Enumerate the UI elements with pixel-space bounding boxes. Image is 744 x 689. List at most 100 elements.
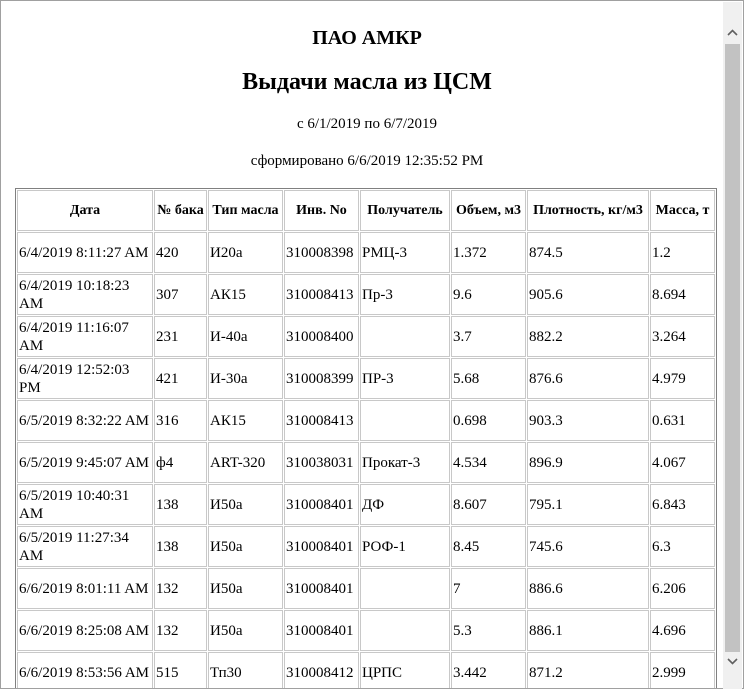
cell-mass: 3.264 bbox=[650, 316, 715, 357]
cell-tank: ф4 bbox=[154, 442, 207, 483]
chevron-up-icon[interactable] bbox=[723, 22, 742, 42]
cell-volume: 7 bbox=[451, 568, 526, 609]
cell-oil-type: И-30а bbox=[208, 358, 283, 399]
vertical-scrollbar[interactable] bbox=[723, 2, 742, 689]
cell-mass: 1.2 bbox=[650, 232, 715, 273]
cell-inv-no: 310008400 bbox=[284, 316, 359, 357]
cell-recipient: ЦРПС bbox=[360, 652, 450, 688]
cell-recipient bbox=[360, 610, 450, 651]
report-generated-timestamp: сформировано 6/6/2019 12:35:52 PM bbox=[250, 153, 484, 169]
cell-density: 871.2 bbox=[527, 652, 649, 688]
cell-density: 886.6 bbox=[527, 568, 649, 609]
report-period: с 6/1/2019 по 6/7/2019 bbox=[296, 116, 438, 132]
cell-recipient: Прокат-3 bbox=[360, 442, 450, 483]
cell-recipient: РОФ-1 bbox=[360, 526, 450, 567]
cell-recipient: РМЦ-3 bbox=[360, 232, 450, 273]
cell-inv-no: 310008399 bbox=[284, 358, 359, 399]
cell-tank: 231 bbox=[154, 316, 207, 357]
cell-mass: 6.3 bbox=[650, 526, 715, 567]
cell-date: 6/4/2019 10:18:23 AM bbox=[17, 274, 153, 315]
column-header-tank: № бака bbox=[154, 190, 207, 231]
cell-tank: 515 bbox=[154, 652, 207, 688]
cell-oil-type: И20а bbox=[208, 232, 283, 273]
cell-date: 6/4/2019 11:16:07 AM bbox=[17, 316, 153, 357]
cell-inv-no: 310008412 bbox=[284, 652, 359, 688]
cell-recipient bbox=[360, 316, 450, 357]
cell-oil-type: Тп30 bbox=[208, 652, 283, 688]
cell-date: 6/4/2019 12:52:03 PM bbox=[17, 358, 153, 399]
cell-oil-type: ART-320 bbox=[208, 442, 283, 483]
cell-mass: 4.067 bbox=[650, 442, 715, 483]
cell-date: 6/6/2019 8:25:08 AM bbox=[17, 610, 153, 651]
chevron-down-icon[interactable] bbox=[723, 651, 742, 671]
cell-recipient: Пр-3 bbox=[360, 274, 450, 315]
cell-volume: 0.698 bbox=[451, 400, 526, 441]
cell-mass: 6.206 bbox=[650, 568, 715, 609]
cell-oil-type: И-40а bbox=[208, 316, 283, 357]
cell-date: 6/5/2019 9:45:07 AM bbox=[17, 442, 153, 483]
cell-inv-no: 310008401 bbox=[284, 484, 359, 525]
company-name: ПАО АМКР bbox=[312, 27, 422, 49]
cell-tank: 138 bbox=[154, 526, 207, 567]
cell-oil-type: АК15 bbox=[208, 400, 283, 441]
cell-tank: 132 bbox=[154, 610, 207, 651]
cell-volume: 5.3 bbox=[451, 610, 526, 651]
cell-date: 6/5/2019 10:40:31 AM bbox=[17, 484, 153, 525]
oil-issue-table: Дата № бака Тип масла Инв. No Получатель… bbox=[15, 188, 717, 688]
cell-date: 6/6/2019 8:53:56 AM bbox=[17, 652, 153, 688]
table-header-row: Дата № бака Тип масла Инв. No Получатель… bbox=[17, 190, 715, 231]
cell-tank: 421 bbox=[154, 358, 207, 399]
cell-tank: 307 bbox=[154, 274, 207, 315]
cell-recipient: ПР-3 bbox=[360, 358, 450, 399]
cell-inv-no: 310008401 bbox=[284, 568, 359, 609]
cell-oil-type: И50а bbox=[208, 484, 283, 525]
cell-density: 876.6 bbox=[527, 358, 649, 399]
column-header-density: Плотность, кг/м3 bbox=[527, 190, 649, 231]
cell-tank: 420 bbox=[154, 232, 207, 273]
cell-volume: 8.45 bbox=[451, 526, 526, 567]
cell-oil-type: И50а bbox=[208, 526, 283, 567]
cell-density: 903.3 bbox=[527, 400, 649, 441]
cell-inv-no: 310008401 bbox=[284, 526, 359, 567]
column-header-oil-type: Тип масла bbox=[208, 190, 283, 231]
table-row: 6/5/2019 8:32:22 AM 316 АК15 310008413 0.698… bbox=[17, 400, 715, 441]
column-header-date: Дата bbox=[17, 190, 153, 231]
table-row: 6/5/2019 10:40:31 AM 138 И50а 310008401 ДФ 8.… bbox=[17, 484, 715, 525]
cell-volume: 9.6 bbox=[451, 274, 526, 315]
report-title: Выдачи масла из ЦСМ bbox=[242, 69, 492, 95]
cell-mass: 4.696 bbox=[650, 610, 715, 651]
cell-volume: 1.372 bbox=[451, 232, 526, 273]
table-row: 6/4/2019 8:11:27 AM 420 И20а 310008398 РМЦ-3… bbox=[17, 232, 715, 273]
cell-date: 6/4/2019 8:11:27 AM bbox=[17, 232, 153, 273]
cell-density: 874.5 bbox=[527, 232, 649, 273]
cell-mass: 0.631 bbox=[650, 400, 715, 441]
cell-density: 795.1 bbox=[527, 484, 649, 525]
table-row: 6/4/2019 10:18:23 AM 307 АК15 310008413 Пр-3… bbox=[17, 274, 715, 315]
cell-density: 896.9 bbox=[527, 442, 649, 483]
cell-density: 886.1 bbox=[527, 610, 649, 651]
cell-oil-type: И50а bbox=[208, 568, 283, 609]
cell-mass: 2.999 bbox=[650, 652, 715, 688]
cell-volume: 3.7 bbox=[451, 316, 526, 357]
report-viewport: ПАО АМКР Выдачи масла из ЦСМ с 6/1/2019 … bbox=[3, 3, 724, 688]
cell-mass: 6.843 bbox=[650, 484, 715, 525]
cell-volume: 8.607 bbox=[451, 484, 526, 525]
table-row: 6/5/2019 9:45:07 AM ф4 ART-320 310038031 Про… bbox=[17, 442, 715, 483]
cell-inv-no: 310008413 bbox=[284, 400, 359, 441]
cell-density: 882.2 bbox=[527, 316, 649, 357]
cell-recipient: ДФ bbox=[360, 484, 450, 525]
cell-date: 6/6/2019 8:01:11 AM bbox=[17, 568, 153, 609]
cell-oil-type: И50а bbox=[208, 610, 283, 651]
cell-tank: 138 bbox=[154, 484, 207, 525]
table-row: 6/6/2019 8:53:56 AM 515 Тп30 310008412 ЦРПС 3… bbox=[17, 652, 715, 688]
cell-tank: 132 bbox=[154, 568, 207, 609]
cell-inv-no: 310008413 bbox=[284, 274, 359, 315]
column-header-mass: Масса, т bbox=[650, 190, 715, 231]
column-header-inv-no: Инв. No bbox=[284, 190, 359, 231]
cell-density: 745.6 bbox=[527, 526, 649, 567]
scrollbar-thumb[interactable] bbox=[725, 44, 740, 652]
cell-date: 6/5/2019 8:32:22 AM bbox=[17, 400, 153, 441]
cell-density: 905.6 bbox=[527, 274, 649, 315]
cell-inv-no: 310038031 bbox=[284, 442, 359, 483]
